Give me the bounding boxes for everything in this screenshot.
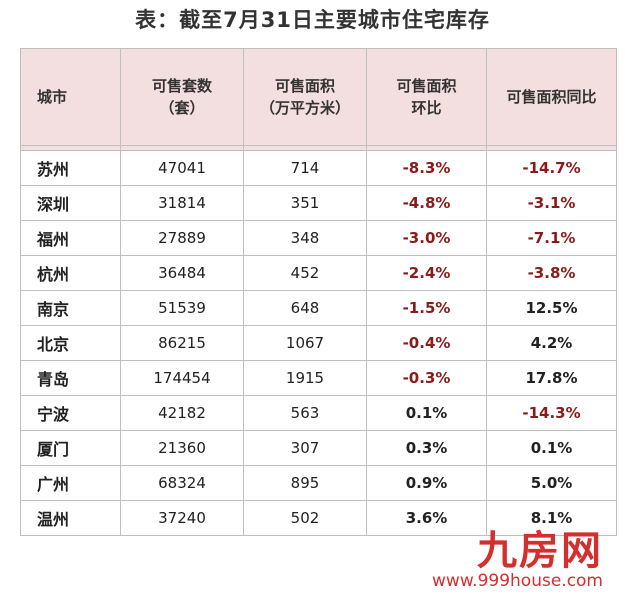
cell-area: 502 <box>243 500 367 536</box>
cell-mom: -2.4% <box>366 255 487 291</box>
cell-units: 36484 <box>120 255 244 291</box>
cell-city: 广州 <box>20 465 121 501</box>
cell-mom: -3.0% <box>366 220 487 256</box>
cell-units: 31814 <box>120 185 244 221</box>
cell-mom: -8.3% <box>366 150 487 186</box>
cell-area: 714 <box>243 150 367 186</box>
table-row: 杭州 36484 452 -2.4% -3.8% <box>20 255 617 291</box>
cell-mom: -0.3% <box>366 360 487 396</box>
cell-city: 北京 <box>20 325 121 361</box>
table-row: 北京 86215 1067 -0.4% 4.2% <box>20 325 617 361</box>
cell-yoy: -14.7% <box>486 150 617 186</box>
cell-units: 174454 <box>120 360 244 396</box>
logo-url: www.999house.com <box>432 571 603 591</box>
table-row: 苏州 47041 714 -8.3% -14.7% <box>20 150 617 186</box>
cell-yoy: -7.1% <box>486 220 617 256</box>
cell-yoy: 4.2% <box>486 325 617 361</box>
header-city: 城市 <box>20 48 121 146</box>
logo-brand: 九房网 <box>477 528 603 574</box>
cell-mom: -1.5% <box>366 290 487 326</box>
table-row: 广州 68324 895 0.9% 5.0% <box>20 465 617 501</box>
cell-units: 68324 <box>120 465 244 501</box>
cell-mom: 0.3% <box>366 430 487 466</box>
cell-units: 51539 <box>120 290 244 326</box>
cell-yoy: 8.1% <box>486 500 617 536</box>
cell-mom: -4.8% <box>366 185 487 221</box>
cell-area: 648 <box>243 290 367 326</box>
cell-city: 温州 <box>20 500 121 536</box>
table-row: 温州 37240 502 3.6% 8.1% <box>20 500 617 536</box>
cell-area: 452 <box>243 255 367 291</box>
cell-area: 307 <box>243 430 367 466</box>
watermark-logo: 九房网 www.999house.com <box>432 530 603 590</box>
table-row: 宁波 42182 563 0.1% -14.3% <box>20 395 617 431</box>
cell-mom: -0.4% <box>366 325 487 361</box>
cell-area: 348 <box>243 220 367 256</box>
cell-units: 27889 <box>120 220 244 256</box>
cell-yoy: -14.3% <box>486 395 617 431</box>
cell-units: 47041 <box>120 150 244 186</box>
cell-area: 895 <box>243 465 367 501</box>
cell-units: 21360 <box>120 430 244 466</box>
table-header-row: 城市 可售套数 （套） 可售面积 （万平方米） 可售面积 环比 可售面积同比 <box>20 48 617 146</box>
cell-city: 杭州 <box>20 255 121 291</box>
cell-area: 563 <box>243 395 367 431</box>
cell-yoy: -3.1% <box>486 185 617 221</box>
cell-mom: 0.1% <box>366 395 487 431</box>
table-row: 福州 27889 348 -3.0% -7.1% <box>20 220 617 256</box>
cell-area: 351 <box>243 185 367 221</box>
cell-mom: 0.9% <box>366 465 487 501</box>
table-body: 苏州 47041 714 -8.3% -14.7% 深圳 31814 351 -4.8% -3.1… <box>20 150 617 536</box>
table-row: 青岛 174454 1915 -0.3% 17.8% <box>20 360 617 396</box>
cell-area: 1067 <box>243 325 367 361</box>
header-units: 可售套数 （套） <box>120 48 244 146</box>
cell-city: 福州 <box>20 220 121 256</box>
table-row: 南京 51539 648 -1.5% 12.5% <box>20 290 617 326</box>
cell-yoy: 17.8% <box>486 360 617 396</box>
header-area: 可售面积 （万平方米） <box>243 48 367 146</box>
cell-units: 42182 <box>120 395 244 431</box>
header-yoy: 可售面积同比 <box>486 48 617 146</box>
cell-city: 深圳 <box>20 185 121 221</box>
cell-city: 厦门 <box>20 430 121 466</box>
cell-mom: 3.6% <box>366 500 487 536</box>
cell-units: 86215 <box>120 325 244 361</box>
cell-city: 南京 <box>20 290 121 326</box>
cell-city: 宁波 <box>20 395 121 431</box>
cell-yoy: -3.8% <box>486 255 617 291</box>
table-row: 厦门 21360 307 0.3% 0.1% <box>20 430 617 466</box>
page-title: 表：截至7月31日主要城市住宅库存 <box>135 8 490 32</box>
table-row: 深圳 31814 351 -4.8% -3.1% <box>20 185 617 221</box>
cell-units: 37240 <box>120 500 244 536</box>
header-mom: 可售面积 环比 <box>366 48 487 146</box>
cell-city: 苏州 <box>20 150 121 186</box>
cell-yoy: 0.1% <box>486 430 617 466</box>
inventory-table: 城市 可售套数 （套） 可售面积 （万平方米） 可售面积 环比 可售面积同比 苏州 47… <box>20 48 617 536</box>
cell-area: 1915 <box>243 360 367 396</box>
cell-yoy: 5.0% <box>486 465 617 501</box>
cell-city: 青岛 <box>20 360 121 396</box>
cell-yoy: 12.5% <box>486 290 617 326</box>
